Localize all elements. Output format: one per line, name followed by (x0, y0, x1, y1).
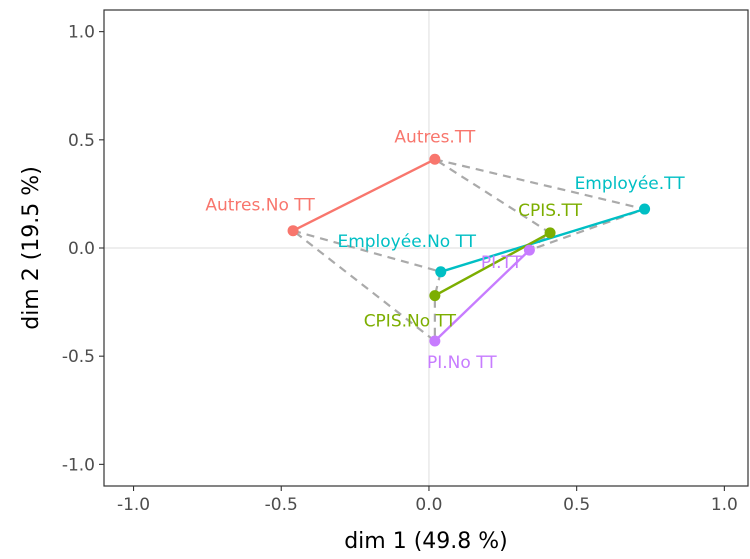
segment-pi (434, 249, 531, 342)
label-employ-e-no-tt: Employée.No TT (337, 232, 476, 252)
label-autres-no-tt: Autres.No TT (205, 196, 315, 216)
category-segments (292, 158, 645, 342)
x-tick-label: 1.0 (711, 495, 738, 515)
label-autres-tt: Autres.TT (394, 127, 475, 147)
y-axis-ticks: -1.0 -0.5 0.0 0.5 1.0 (62, 23, 104, 475)
y-tick-label: 1.0 (68, 23, 95, 43)
label-cpis-no-tt: CPIS.No TT (364, 312, 457, 332)
point-pi-tt (523, 244, 535, 256)
segment-autres (292, 158, 436, 232)
label-pi-tt: PI.TT (481, 253, 523, 273)
x-axis-title: dim 1 (49.8 %) (344, 529, 508, 554)
point-autres-no-tt (287, 225, 299, 237)
point-employ-e-tt (639, 203, 651, 215)
x-tick-label: -0.5 (265, 495, 298, 515)
dashed-hull-2 (292, 229, 443, 344)
data-points (287, 153, 651, 347)
x-tick-label: 0.0 (415, 495, 442, 515)
label-cpis-tt: CPIS.TT (518, 201, 582, 221)
x-tick-label: -1.0 (117, 495, 150, 515)
point-employ-e-no-tt (435, 266, 447, 278)
label-employ-e-tt: Employée.TT (575, 174, 686, 194)
point-labels: Autres.TT Autres.No TT Employée.TT Employée… (205, 127, 685, 373)
segment-employée (440, 207, 645, 273)
point-pi-no-tt (429, 335, 441, 347)
x-tick-label: 0.5 (563, 495, 590, 515)
y-axis-title: dim 2 (19.5 %) (19, 166, 44, 330)
point-cpis-no-tt (429, 290, 441, 302)
y-tick-label: -1.0 (62, 455, 95, 475)
reference-lines (104, 10, 748, 486)
segment-cpis (434, 231, 551, 297)
y-tick-label: 0.0 (68, 239, 95, 259)
label-pi-no-tt: PI.No TT (427, 353, 497, 373)
x-axis-ticks: -1.0 -0.5 0.0 0.5 1.0 (117, 486, 738, 515)
y-tick-label: 0.5 (68, 131, 95, 151)
point-cpis-tt (544, 227, 556, 239)
point-autres-tt (429, 153, 441, 165)
y-tick-label: -0.5 (62, 347, 95, 367)
